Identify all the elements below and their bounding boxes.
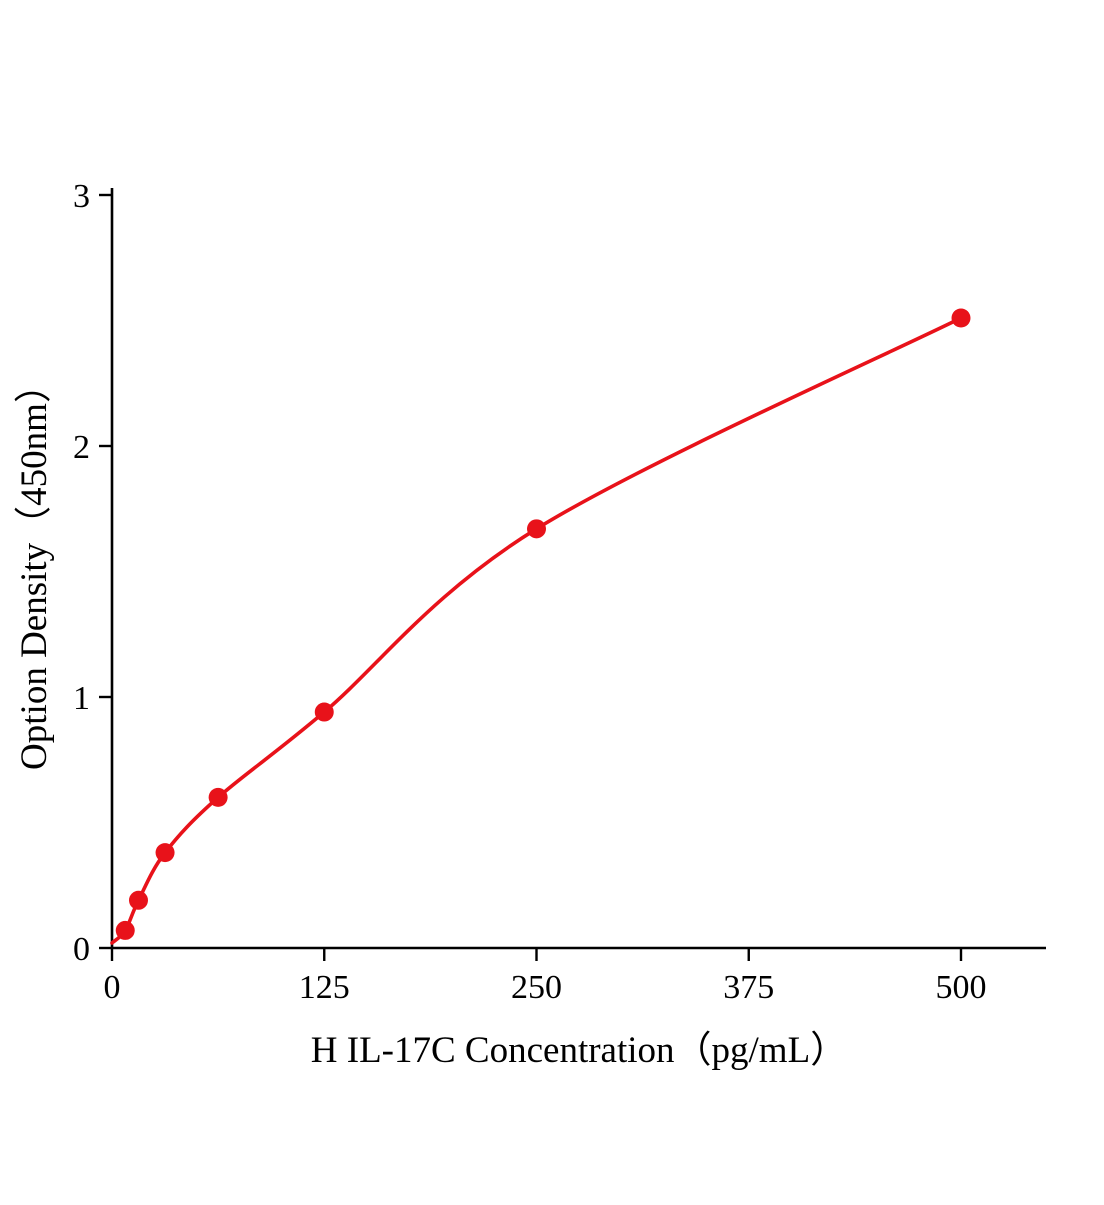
data-point xyxy=(155,843,175,863)
axis-spines xyxy=(110,188,1046,950)
y-axis-title: Option Density（450nm） xyxy=(14,366,55,770)
x-tick-label: 125 xyxy=(299,969,350,1006)
x-tick-label: 375 xyxy=(723,969,774,1006)
data-point xyxy=(314,702,334,722)
x-tick-label: 250 xyxy=(511,969,562,1006)
data-point xyxy=(951,308,971,328)
data-point xyxy=(128,890,148,910)
x-tick-label: 0 xyxy=(104,969,121,1006)
y-tick-label: 3 xyxy=(73,178,90,215)
y-tick-label: 2 xyxy=(73,429,90,466)
data-point xyxy=(115,920,135,940)
x-axis-title: H IL-17C Concentration（pg/mL） xyxy=(311,1030,847,1071)
y-tick-label: 1 xyxy=(73,680,90,717)
x-tick-label: 500 xyxy=(936,969,987,1006)
fit-curve xyxy=(110,316,963,945)
data-point xyxy=(527,519,546,539)
y-tick-label: 0 xyxy=(73,931,90,968)
data-point xyxy=(208,787,228,807)
